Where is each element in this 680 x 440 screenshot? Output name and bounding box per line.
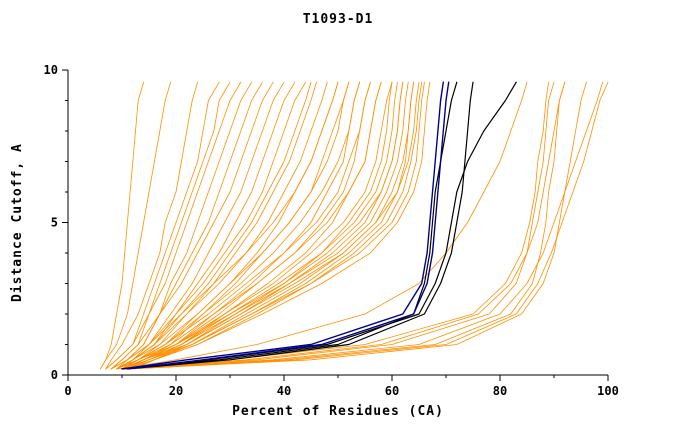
x-tick-label: 100 (597, 384, 619, 398)
curve-highlighted-models (126, 81, 450, 370)
curve-other-models (110, 81, 274, 370)
curve-reference-models (121, 81, 458, 370)
curve-other-models (127, 81, 566, 370)
curve-highlighted-models (121, 81, 444, 370)
curve-other-models (132, 81, 587, 370)
chart-title: T1093-D1 (302, 12, 374, 27)
curve-other-models (121, 81, 317, 370)
curve-other-models (116, 81, 285, 370)
y-axis-label: Distance Cutoff, A (10, 143, 25, 302)
y-tick-label: 5 (51, 216, 58, 230)
curve-other-models (121, 81, 339, 370)
curve-other-models (110, 81, 339, 370)
curve-reference-models (126, 81, 474, 370)
y-tick-label: 0 (51, 368, 58, 382)
y-tick-label: 10 (44, 63, 58, 77)
x-tick-label: 20 (169, 384, 183, 398)
curve-other-models (121, 81, 350, 370)
x-tick-label: 60 (385, 384, 399, 398)
curve-other-models (100, 81, 172, 370)
curve-other-models (116, 81, 350, 370)
x-tick-label: 40 (277, 384, 291, 398)
x-tick-label: 0 (64, 384, 71, 398)
curve-other-models (132, 81, 393, 370)
curve-other-models (127, 81, 603, 370)
curve-other-models (121, 81, 528, 370)
curve-other-models (105, 81, 242, 370)
curve-other-models (116, 81, 328, 370)
curve-other-models (121, 81, 415, 370)
curve-other-models (116, 81, 404, 370)
curve-other-models (100, 81, 145, 370)
curve-other-models (116, 81, 382, 370)
curve-other-models (121, 81, 425, 370)
x-tick-label: 80 (493, 384, 507, 398)
curve-other-models (127, 81, 431, 370)
curve-other-models (132, 81, 609, 370)
curve-other-models (116, 81, 549, 370)
curve-other-models (121, 81, 566, 370)
curve-other-models (121, 81, 555, 370)
curve-other-models (105, 81, 199, 370)
curve-other-models (121, 81, 409, 370)
curve-other-models (116, 81, 263, 370)
x-axis-label: Percent of Residues (CA) (232, 404, 444, 419)
curve-other-models (121, 81, 371, 370)
curve-other-models (116, 81, 371, 370)
